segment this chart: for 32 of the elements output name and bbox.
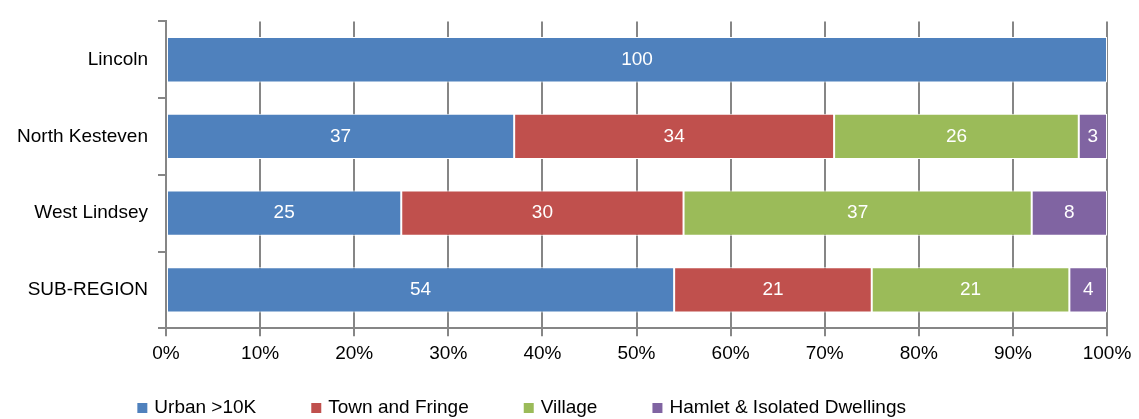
x-tick-label: 50% [617,341,656,363]
data-label: 25 [273,201,295,223]
legend-label: Urban >10K [154,396,257,418]
x-tick-label: 90% [993,341,1033,363]
x-tick-label: 80% [899,341,938,363]
data-label: 54 [410,278,432,300]
data-label: 3 [1087,124,1099,146]
data-label: 37 [330,124,352,146]
data-label: 21 [959,278,982,300]
data-label: 26 [945,124,968,146]
x-tick-label: 10% [241,341,280,363]
x-tick-label: 20% [335,341,374,363]
x-tick-label: 0% [152,341,180,363]
x-tick-label: 30% [429,341,468,363]
legend-label: Village [540,396,598,418]
data-label: 30 [531,201,553,223]
data-label: 4 [1082,278,1094,300]
y-tick-label: Lincoln [87,47,148,69]
x-tick-label: 60% [711,341,750,363]
data-label: 100 [621,47,653,69]
legend-label: Hamlet & Isolated Dwellings [669,396,906,418]
x-tick-label: 70% [805,341,844,363]
data-label: 34 [663,124,686,146]
data-label: 21 [762,278,784,300]
x-tick-label: 40% [523,341,562,363]
data-label: 37 [847,201,869,223]
x-tick-label: 100% [1082,341,1132,363]
y-tick-label: West Lindsey [34,201,149,223]
y-tick-label: North Kesteven [17,124,148,146]
y-tick-label: SUB-REGION [27,278,148,300]
legend-label: Town and Fringe [328,396,469,418]
data-label: 8 [1064,201,1075,223]
